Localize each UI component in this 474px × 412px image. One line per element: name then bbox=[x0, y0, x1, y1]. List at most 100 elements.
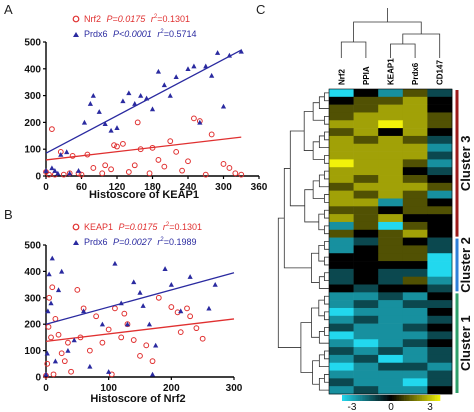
a-series-prdx6-point bbox=[126, 90, 132, 96]
heatmap-cell bbox=[402, 339, 428, 348]
a-series-nrf2-point bbox=[167, 138, 174, 145]
heatmap-cell bbox=[402, 135, 428, 145]
colorbar-segment bbox=[356, 395, 359, 401]
heatmap-cell bbox=[427, 261, 453, 270]
b-series-keap1-point bbox=[99, 339, 106, 346]
heatmap-cell bbox=[402, 229, 428, 238]
b-series-keap1-point bbox=[177, 329, 184, 336]
colorbar-segment bbox=[366, 395, 369, 401]
b-series-keap1-point bbox=[61, 358, 68, 365]
row-dendrogram-branch bbox=[304, 189, 319, 223]
row-dendrogram-branch bbox=[324, 374, 329, 383]
scatter-plot-b: KEAP1 P=0.0175 r2=0.1301 Prdx6 P=0.0027 … bbox=[24, 222, 242, 405]
row-dendrogram-branch bbox=[289, 130, 305, 207]
b-series-prdx6-point bbox=[87, 363, 93, 369]
colorbar-segment bbox=[374, 395, 377, 401]
row-dendrogram-branch bbox=[312, 360, 320, 385]
heatmap-cell bbox=[329, 104, 354, 113]
heatmap-cell bbox=[329, 323, 354, 332]
b-series-keap1-point bbox=[55, 331, 62, 338]
column-dendrogram-branch bbox=[353, 21, 422, 42]
a-series-prdx6-point bbox=[43, 168, 49, 173]
colorbar-segment bbox=[438, 395, 441, 401]
b-series-keap1-point bbox=[199, 335, 206, 342]
heatmap-cell bbox=[378, 104, 404, 113]
colorbar-segment bbox=[343, 395, 346, 401]
a-series-nrf2-point bbox=[69, 153, 76, 159]
colorbar-segment bbox=[408, 395, 411, 401]
heatmap-cell bbox=[378, 198, 404, 207]
x-axis-title-b: Histoscore of Nrf2 bbox=[90, 393, 185, 405]
b-x-tick-label: 0 bbox=[43, 383, 49, 394]
colorbar-segment bbox=[431, 395, 434, 401]
heatmap-cell bbox=[353, 354, 379, 364]
row-dendrogram-branch bbox=[324, 225, 329, 235]
b-series-prdx6-point bbox=[65, 348, 71, 353]
row-dendrogram-branch bbox=[324, 272, 329, 282]
legend-a-prdx6-text: Prdx6 P<0.0001 r2=0.5714 bbox=[84, 29, 196, 39]
a-series-nrf2-point bbox=[226, 165, 233, 171]
colorbar-segment bbox=[353, 395, 356, 401]
legend-b-prdx6-marker bbox=[73, 240, 79, 245]
heatmap-cell bbox=[378, 292, 404, 301]
b-series-keap1-point bbox=[58, 350, 65, 357]
heatmap-cell bbox=[402, 331, 428, 340]
heatmap-cell bbox=[427, 253, 453, 262]
a-series-prdx6-point bbox=[55, 170, 61, 176]
heatmap-cell bbox=[353, 331, 379, 340]
colorbar-segment bbox=[436, 395, 439, 401]
heatmap-cell bbox=[353, 206, 379, 215]
heatmap-cell bbox=[353, 198, 379, 207]
heatmap-cell bbox=[329, 378, 354, 387]
row-dendrogram-branch bbox=[324, 256, 329, 266]
b-y-tick-label: 500 bbox=[24, 241, 41, 252]
heatmap-column-label: CD147 bbox=[436, 60, 445, 85]
a-series-nrf2-point bbox=[78, 171, 85, 178]
heatmap-cell bbox=[353, 214, 379, 223]
heatmap-cell bbox=[402, 96, 428, 105]
colorbar-segment bbox=[392, 395, 395, 401]
colorbar-segment bbox=[363, 395, 366, 401]
heatmap-cell bbox=[378, 175, 404, 184]
heatmap-cell bbox=[329, 315, 354, 324]
heatmap-cell bbox=[353, 370, 379, 379]
row-dendrogram-branch bbox=[324, 155, 329, 164]
row-dendrogram-branch bbox=[324, 327, 329, 336]
row-dendrogram-branch bbox=[324, 131, 329, 141]
heatmap-cell bbox=[427, 120, 453, 129]
heatmap-cell bbox=[427, 104, 453, 113]
a-series-prdx6-point bbox=[81, 119, 88, 125]
heatmap-c: Nrf2 PPIA KEAP1 Prdx6 CD147 Cluster 3 Cluster … bbox=[277, 8, 473, 412]
cluster-label: Cluster 2 bbox=[458, 237, 473, 293]
a-series-prdx6-point bbox=[138, 93, 144, 98]
a-series-prdx6-point bbox=[149, 106, 156, 112]
heatmap-cell bbox=[427, 198, 453, 207]
colorbar-segment bbox=[348, 395, 351, 401]
a-series-prdx6-point bbox=[209, 72, 215, 78]
heatmap-cell bbox=[353, 237, 379, 246]
heatmap-cell bbox=[427, 276, 453, 285]
heatmap-cell bbox=[329, 300, 354, 309]
a-series-nrf2-fit-line bbox=[45, 136, 242, 161]
colorbar-segment bbox=[381, 395, 384, 401]
heatmap-cell bbox=[378, 135, 404, 145]
heatmap-cell bbox=[353, 159, 379, 168]
heatmap-cell bbox=[378, 214, 404, 223]
colorbar-segment bbox=[417, 395, 420, 401]
colorbar-segment bbox=[435, 395, 438, 401]
colorbar-segment bbox=[404, 395, 406, 401]
heatmap-cell bbox=[329, 354, 354, 364]
a-series-nrf2-point bbox=[108, 166, 114, 173]
a-series-prdx6-point bbox=[173, 74, 179, 80]
b-series-prdx6-point bbox=[149, 371, 156, 377]
a-series-nrf2-point bbox=[99, 170, 106, 177]
heatmap-cell bbox=[353, 167, 379, 176]
heatmap-cell bbox=[329, 190, 354, 199]
scatter-plot-a: Nrf2 P=0.0175 r2=0.1301 Prdx6 P<0.0001 r… bbox=[24, 14, 267, 201]
cluster-label: Cluster 1 bbox=[458, 315, 473, 371]
colorbar-segment bbox=[350, 395, 353, 401]
legend-b-keap1-text: KEAP1 P=0.0175 r2=0.1301 bbox=[84, 222, 202, 232]
heatmap-cell bbox=[353, 135, 379, 145]
heatmap-cell bbox=[329, 128, 354, 137]
a-x-tick-label: 0 bbox=[43, 182, 49, 193]
